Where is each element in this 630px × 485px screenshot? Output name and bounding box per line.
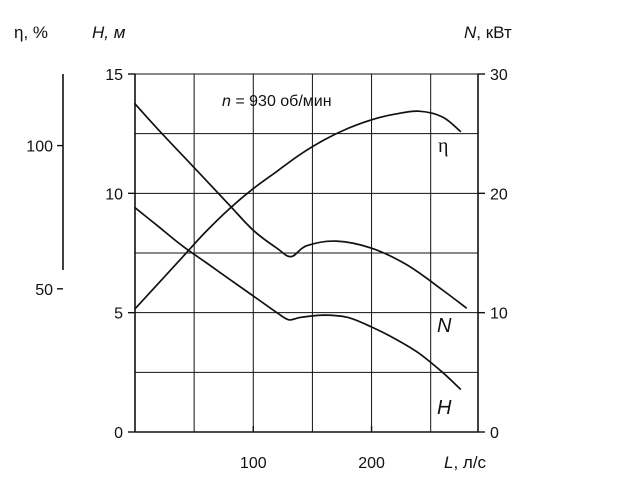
- power-tick-label: 10: [490, 306, 508, 323]
- curves: [134, 102, 468, 390]
- head-tick-label: 10: [105, 186, 123, 203]
- tick-labels: 0 5 10 15 0 10 20 30 50 100 100 200: [26, 67, 508, 472]
- power-curve-label: N: [437, 315, 452, 337]
- power-tick-label: 20: [490, 186, 508, 203]
- efficiency-tick-label: 50: [35, 282, 53, 299]
- efficiency-tick-label: 100: [26, 139, 53, 156]
- speed-annotation: n = 930 об/мин: [222, 93, 332, 110]
- efficiency-axis-title: η, %: [14, 23, 48, 42]
- head-tick-label: 5: [114, 306, 123, 323]
- head-tick-label: 0: [114, 425, 123, 442]
- power-tick-label: 0: [490, 425, 499, 442]
- x-tick-label: 100: [240, 455, 267, 472]
- head-curve: [134, 206, 462, 390]
- power-axis-title: N, кВт: [464, 23, 512, 42]
- x-tick-label: 200: [358, 455, 385, 472]
- head-axis-title: H, м: [92, 23, 126, 42]
- power-curve: [134, 102, 468, 309]
- efficiency-curve-label: η: [438, 135, 448, 157]
- power-tick-label: 30: [490, 67, 508, 84]
- x-axis-title: L, л/с: [444, 453, 487, 472]
- efficiency-curve: [134, 110, 462, 310]
- head-curve-label: H: [437, 397, 452, 419]
- ticks: [57, 73, 485, 433]
- head-tick-label: 15: [105, 67, 123, 84]
